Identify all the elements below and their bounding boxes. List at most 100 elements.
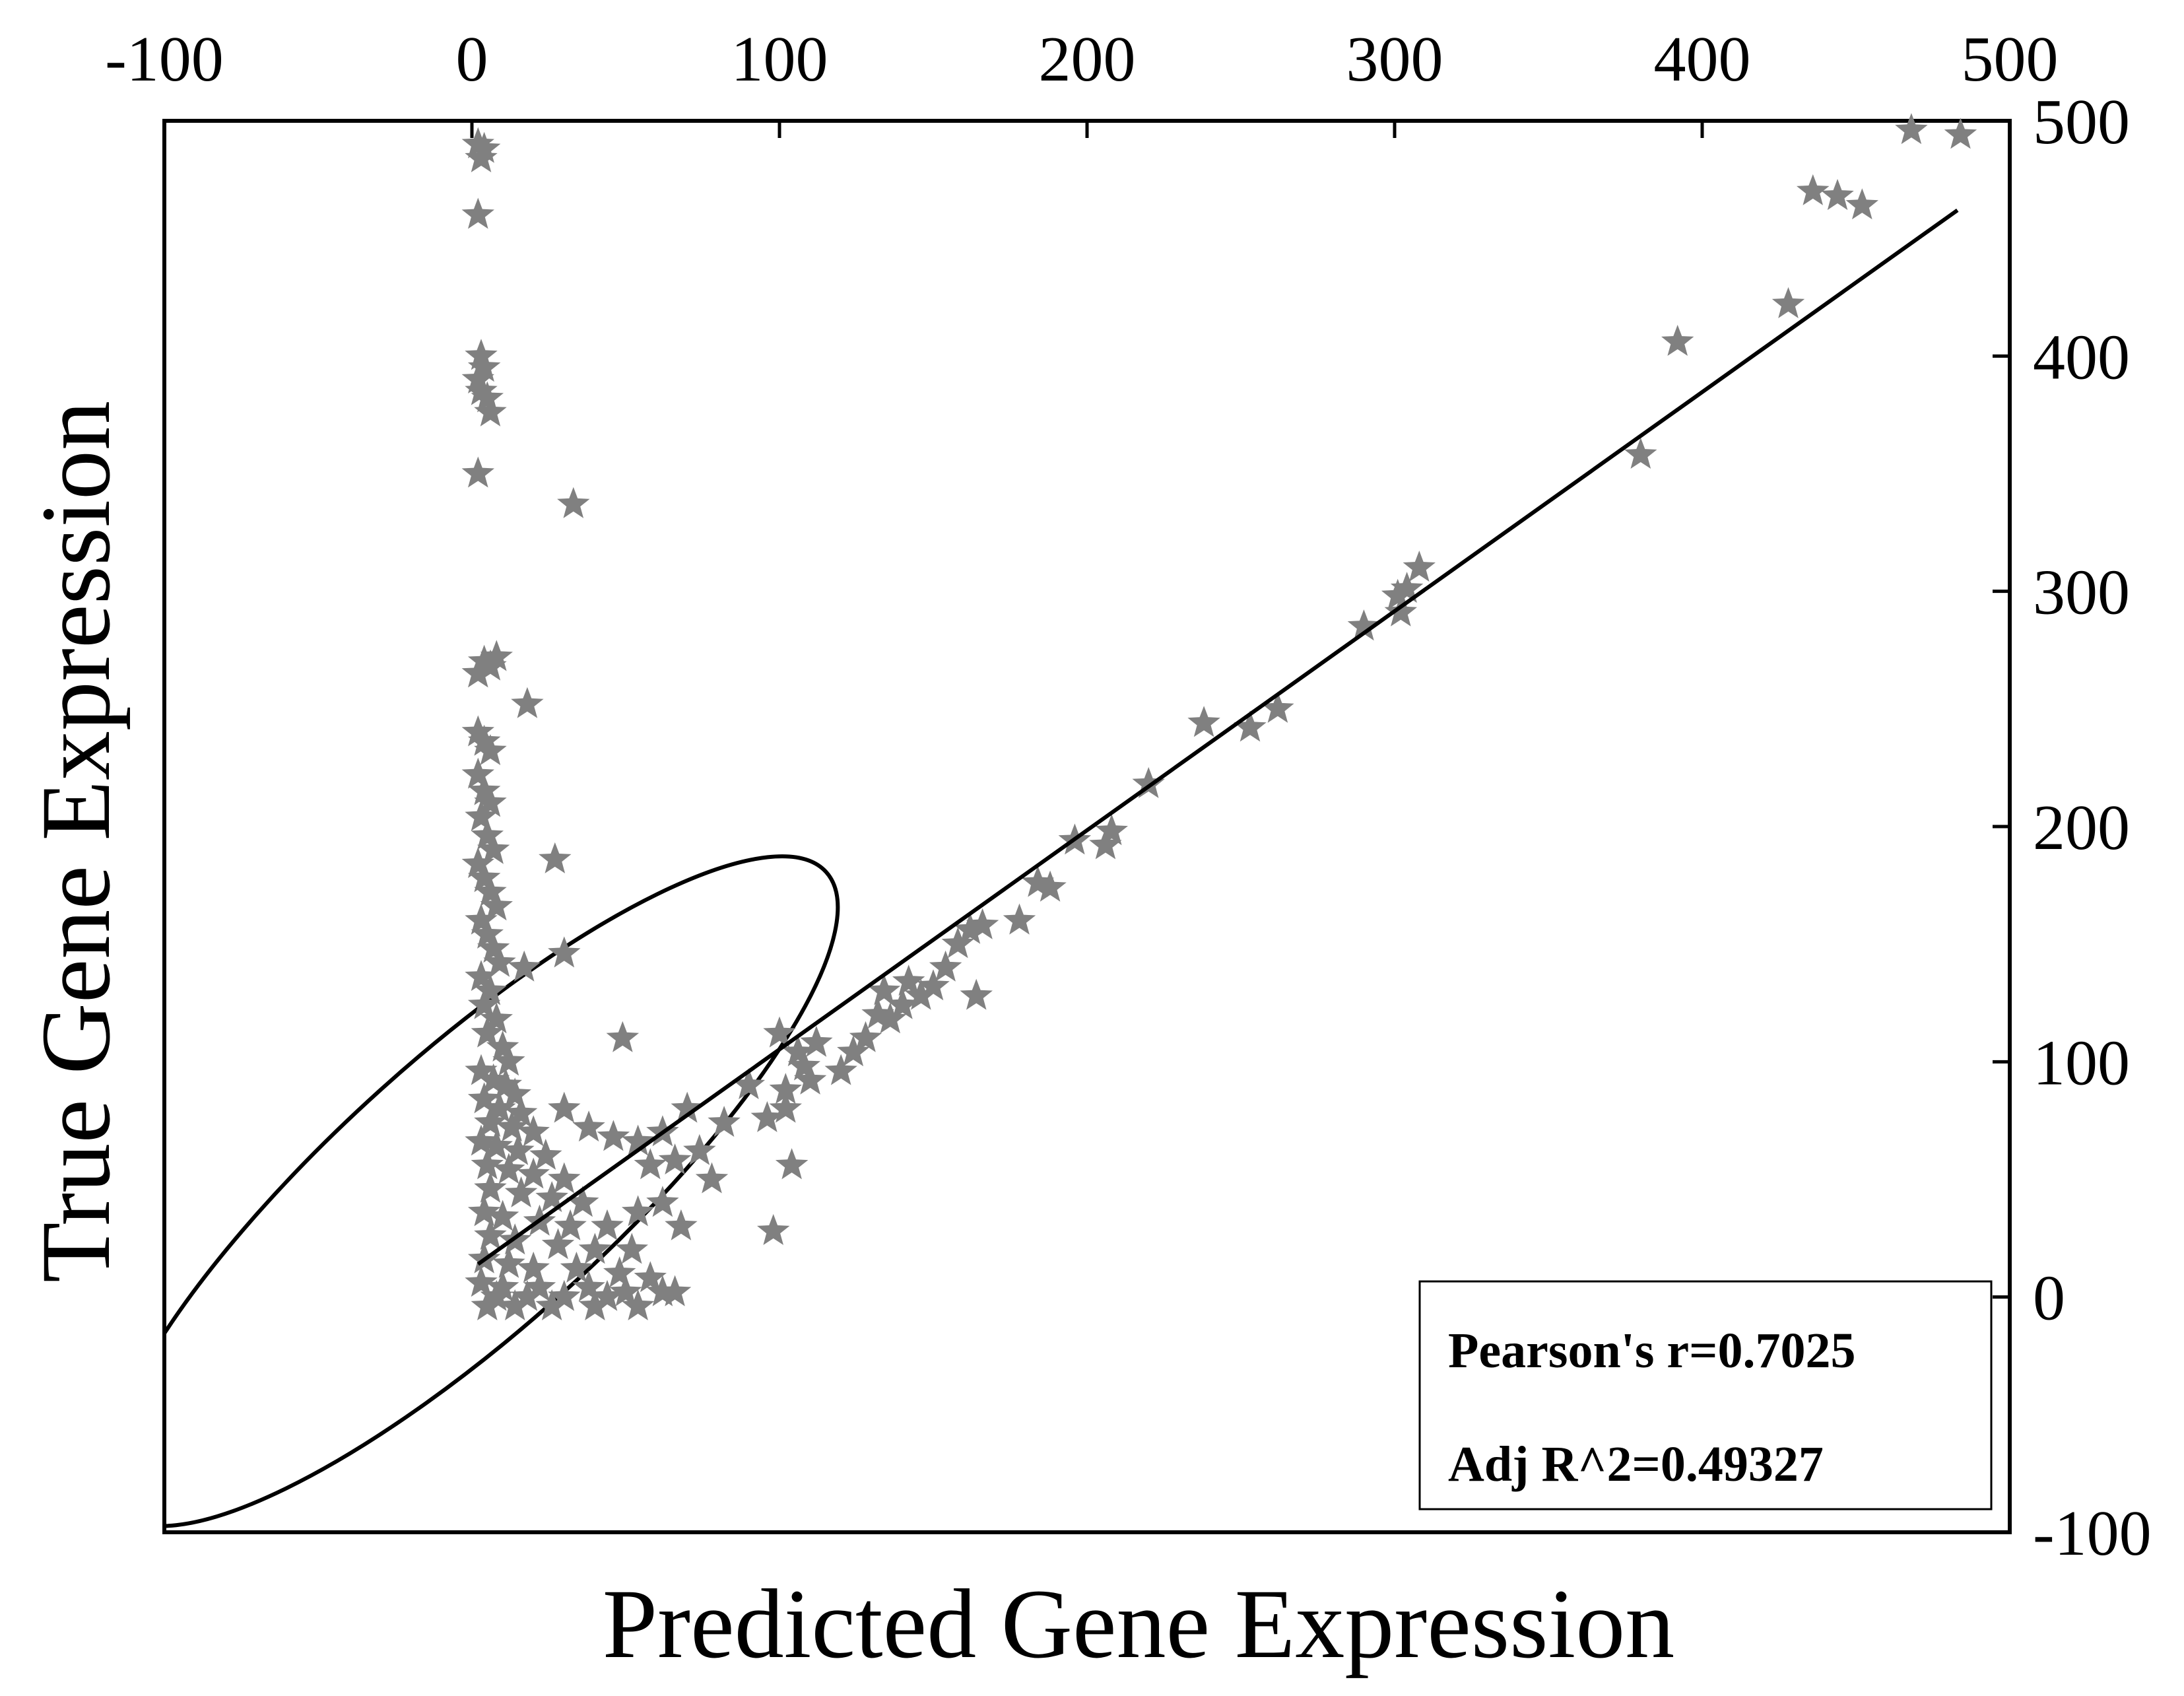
data-point: [517, 1157, 550, 1189]
data-point: [874, 1002, 907, 1034]
data-point: [634, 1148, 667, 1180]
data-point: [517, 1251, 550, 1283]
data-point: [523, 1270, 556, 1302]
data-point: [471, 1148, 504, 1180]
data-point: [465, 1124, 498, 1156]
data-point: [465, 374, 498, 405]
y-tick-label: 200: [2033, 792, 2130, 864]
data-point: [591, 1279, 624, 1311]
data-point: [621, 1289, 655, 1320]
data-point: [1095, 814, 1128, 846]
stats-box: Pearson's r=0.7025 Adj R^2=0.49327: [1418, 1280, 1993, 1510]
data-point: [603, 1256, 636, 1288]
data-point: [892, 965, 925, 996]
data-point: [486, 1200, 519, 1231]
data-point: [1034, 870, 1067, 902]
data-point: [861, 998, 894, 1029]
y-tick-label: 100: [2033, 1027, 2130, 1099]
data-point: [695, 1162, 729, 1194]
data-point: [886, 988, 919, 1019]
data-point: [461, 456, 494, 488]
data-point: [1895, 113, 1928, 145]
data-point: [929, 950, 962, 982]
data-point: [511, 1279, 544, 1311]
data-point: [1261, 691, 1294, 723]
data-point: [787, 1049, 820, 1081]
data-point: [1403, 551, 1436, 582]
data-point: [1624, 438, 1657, 469]
data-point: [471, 1289, 504, 1320]
data-point: [480, 1279, 513, 1311]
data-point: [471, 819, 504, 850]
data-point: [492, 1044, 525, 1076]
data-point: [486, 1270, 519, 1302]
data-point: [480, 889, 513, 921]
x-tick-label: 500: [1962, 24, 2059, 95]
data-point: [572, 1110, 605, 1142]
data-point: [1797, 174, 1830, 205]
data-point: [548, 1279, 581, 1311]
data-point: [548, 1162, 581, 1194]
data-point: [560, 1251, 593, 1283]
data-point: [465, 339, 498, 370]
data-point: [471, 381, 504, 413]
data-point: [1384, 595, 1417, 627]
data-point: [769, 1073, 802, 1104]
x-tick-label: 200: [1039, 24, 1136, 95]
adj-r2-label: Adj R^2=0.49327: [1448, 1437, 1824, 1492]
data-point: [498, 1289, 531, 1320]
data-point: [465, 960, 498, 992]
data-point: [467, 1195, 501, 1227]
data-point: [1347, 609, 1381, 641]
data-point: [467, 724, 501, 756]
data-point: [502, 1134, 535, 1165]
data-point: [467, 644, 501, 676]
data-point: [960, 978, 993, 1010]
data-point: [477, 832, 510, 864]
data-point: [591, 1209, 624, 1240]
data-point: [665, 1209, 698, 1240]
y-axis-title: True Gene Expression: [21, 401, 131, 1283]
data-point: [554, 1209, 587, 1240]
data-point: [1661, 325, 1694, 356]
y-tick-label: 400: [2033, 322, 2130, 393]
data-point: [1845, 188, 1878, 220]
data-point: [1944, 118, 1977, 149]
data-point: [1390, 572, 1424, 603]
data-point: [467, 774, 501, 805]
data-point: [621, 1195, 655, 1227]
y-tick-label: 0: [2033, 1263, 2065, 1334]
data-point: [465, 1054, 498, 1085]
data-point: [461, 847, 494, 878]
data-point: [658, 1275, 692, 1306]
data-point: [621, 1124, 655, 1156]
data-point: [658, 1143, 692, 1174]
data-point: [461, 715, 494, 747]
data-point: [529, 1138, 562, 1170]
data-point: [465, 799, 498, 831]
data-point: [824, 1054, 857, 1085]
data-point: [480, 640, 513, 671]
data-point: [461, 197, 494, 229]
data-point: [793, 1063, 827, 1095]
data-point: [781, 1035, 814, 1067]
data-point: [1187, 706, 1220, 737]
y-tick-label: 300: [2033, 557, 2130, 628]
data-point: [708, 1106, 741, 1137]
data-point: [775, 1148, 809, 1180]
stats-box-frame: [1418, 1280, 1993, 1510]
data-point: [904, 978, 938, 1010]
data-point: [461, 362, 494, 393]
data-point: [467, 131, 501, 163]
data-point: [504, 1176, 538, 1207]
data-point: [1234, 710, 1267, 742]
points-layer: [461, 113, 1977, 1320]
data-point: [483, 1091, 516, 1123]
data-point: [480, 1002, 513, 1034]
data-point: [1132, 766, 1165, 798]
data-point: [609, 1275, 642, 1306]
data-point: [541, 1228, 575, 1260]
data-point: [492, 1153, 525, 1184]
data-point: [1003, 903, 1036, 935]
x-tick-label: 0: [456, 24, 488, 95]
